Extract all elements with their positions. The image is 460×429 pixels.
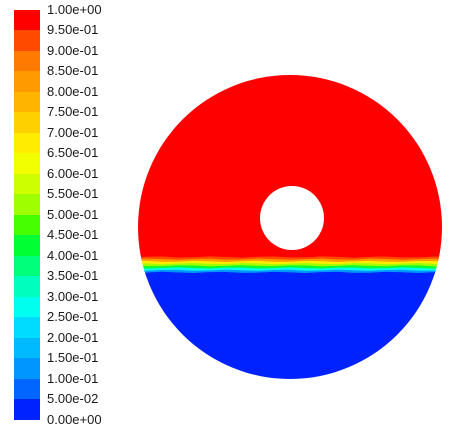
colorbar-tick-label: 9.00e-01 [47, 42, 99, 58]
interface-band [138, 271, 442, 276]
colorbar-swatch [14, 50, 40, 71]
colorbar-tick-label: 7.50e-01 [47, 104, 99, 119]
colorbar-tick-label: 3.50e-01 [47, 268, 99, 283]
colorbar-swatch [14, 276, 40, 297]
colorbar-tick-label: 3.00e-01 [47, 288, 99, 304]
colorbar-tick-label: 5.00e-01 [47, 206, 99, 222]
colorbar-tick-label: 8.50e-01 [47, 63, 99, 78]
colorbar-tick-label: 5.00e-02 [47, 391, 99, 406]
colorbar-swatch [14, 255, 40, 276]
colorbar-tick-label: 1.00e+00 [47, 1, 102, 17]
colorbar-swatch [14, 173, 40, 194]
colorbar-tick-label: 6.00e-01 [47, 165, 99, 181]
colorbar-tick-label: 6.50e-01 [47, 145, 99, 160]
interface-band [138, 265, 442, 270]
colorbar-tick-label: 0.00e+00 [47, 411, 102, 427]
colorbar-swatch [14, 132, 40, 153]
colorbar-tick-label: 8.00e-01 [47, 83, 99, 99]
colorbar-swatch [14, 399, 40, 420]
colorbar-swatch [14, 337, 40, 358]
lower-region [138, 270, 442, 379]
colorbar-swatch [14, 30, 40, 51]
colorbar-tick-label: 1.00e-01 [47, 370, 99, 386]
colorbar-swatch [14, 358, 40, 379]
colorbar-tick-label: 7.00e-01 [47, 124, 99, 140]
colorbar-tick-label: 2.50e-01 [47, 309, 99, 324]
colorbar-tick-label: 5.50e-01 [47, 186, 99, 201]
colorbar-swatch [14, 71, 40, 92]
colorbar-swatch [14, 378, 40, 399]
colorbar-swatch [14, 296, 40, 317]
colorbar-tick-label: 4.00e-01 [47, 247, 99, 263]
colorbar-swatch [14, 235, 40, 256]
colorbar-swatch [14, 214, 40, 235]
colorbar-legend: 1.00e+00 9.50e-01 9.00e-01 8.50e-01 8.00e-01… [0, 0, 150, 429]
colorbar-swatch [14, 194, 40, 215]
colorbar-swatch [14, 153, 40, 174]
inner-hole [260, 186, 324, 250]
colorbar-tick-label: 2.00e-01 [47, 329, 99, 345]
colorbar-swatch [14, 9, 40, 30]
colorbar-tick-label: 9.50e-01 [47, 22, 99, 37]
colorbar-tick-label: 4.50e-01 [47, 227, 99, 242]
colorbar-swatch [14, 317, 40, 338]
colorbar-tick-label: 1.50e-01 [47, 350, 99, 365]
colorbar-swatch [14, 112, 40, 133]
colorbar-swatch [14, 91, 40, 112]
